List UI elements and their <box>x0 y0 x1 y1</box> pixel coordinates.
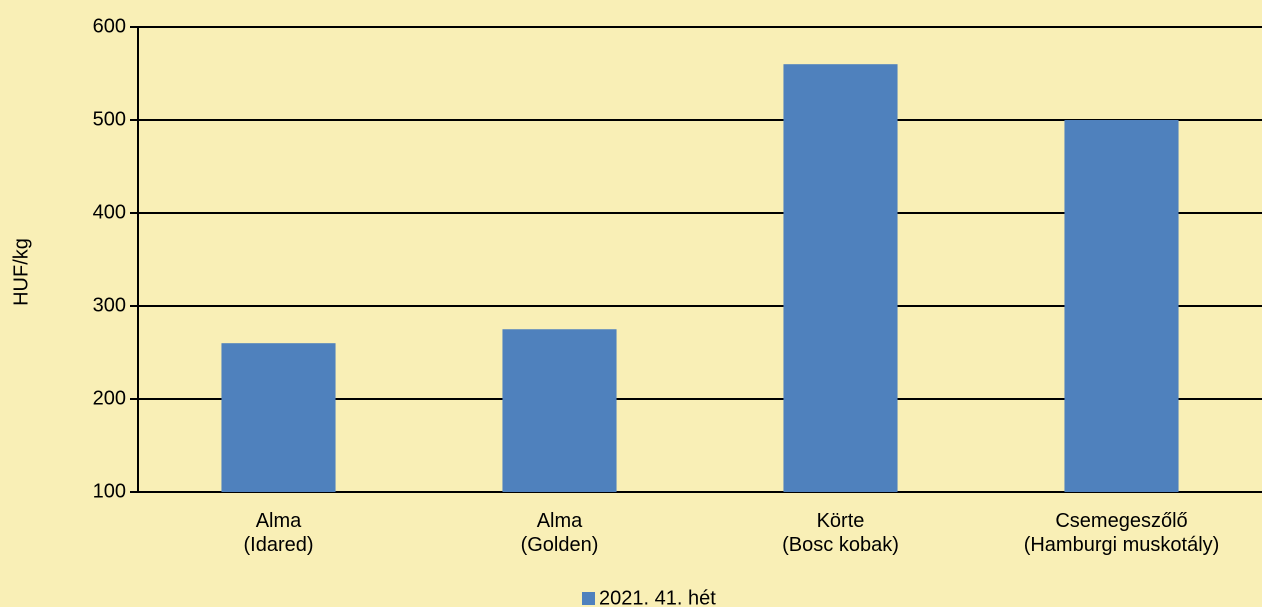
legend-label: 2021. 41. hét <box>599 587 716 607</box>
x-tick-label-line: (Idared) <box>243 534 313 556</box>
x-tick-label-line: (Golden) <box>521 534 599 556</box>
bar <box>783 64 898 492</box>
x-tick-label-line: Alma <box>256 510 302 532</box>
y-tick-label: 100 <box>93 480 126 502</box>
y-tick-label: 600 <box>93 15 126 37</box>
x-tick-label: Alma (Golden) <box>521 510 599 556</box>
x-tick-label-line: (Hamburgi muskotály) <box>1024 534 1220 556</box>
legend-swatch <box>582 592 595 605</box>
y-tick-label: 300 <box>93 294 126 316</box>
x-tick-label-line: Alma <box>537 510 583 532</box>
x-tick-label: Alma (Idared) <box>243 510 313 556</box>
y-tick-label: 400 <box>93 201 126 223</box>
x-tick-label: Csemegeszőlő (Hamburgi muskotály) <box>1024 510 1220 556</box>
x-tick-label: Körte (Bosc kobak) <box>782 510 899 556</box>
x-tick-label-line: Körte <box>817 510 865 532</box>
y-tick-label: 500 <box>93 108 126 130</box>
bar <box>1064 120 1179 492</box>
x-tick-label-line: Csemegeszőlő <box>1055 510 1187 532</box>
bar <box>502 329 617 492</box>
y-axis-label: HUF/kg <box>10 238 32 306</box>
y-tick-label: 200 <box>93 387 126 409</box>
x-tick-label-line: (Bosc kobak) <box>782 534 899 556</box>
bar <box>221 343 336 492</box>
